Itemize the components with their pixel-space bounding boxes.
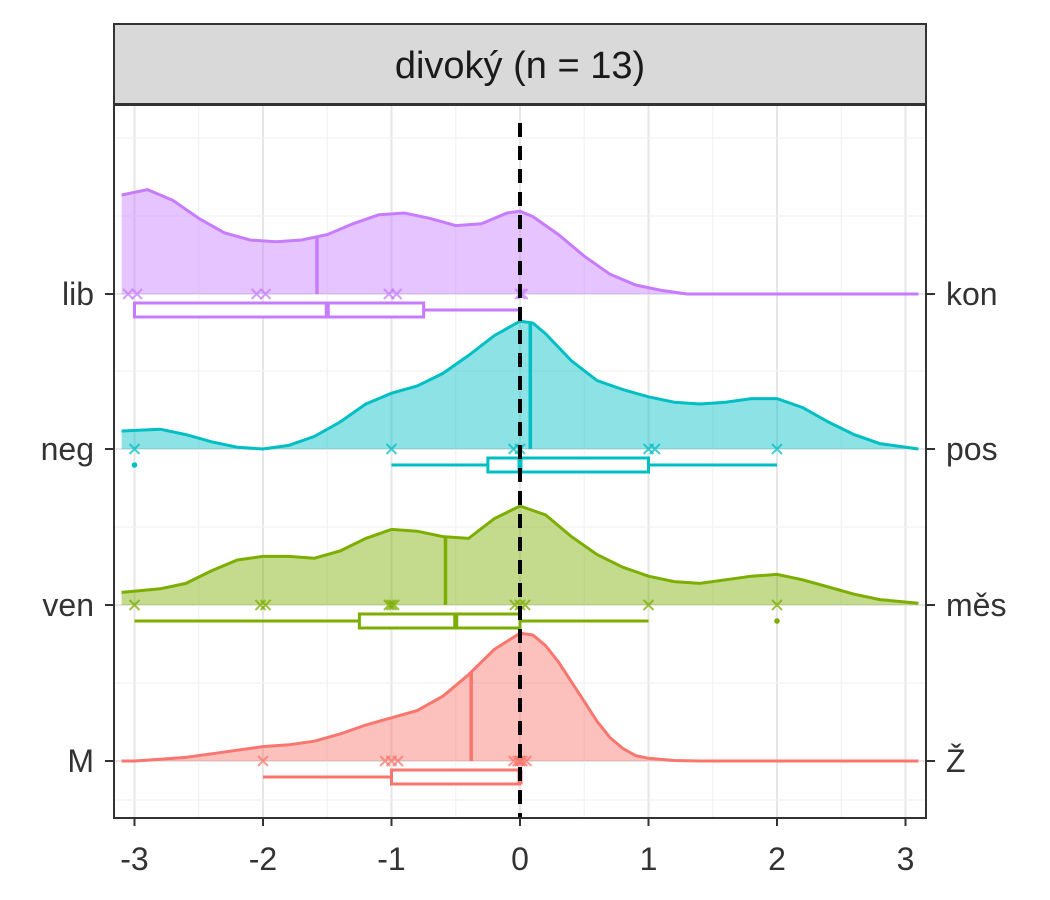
density-area: [121, 633, 919, 761]
data-point: [385, 755, 398, 767]
x-tick-label: 3: [897, 841, 915, 877]
y-label-left: M: [67, 743, 94, 779]
data-point: [385, 599, 398, 611]
data-point: [254, 599, 267, 611]
box-iqr: [133, 301, 426, 319]
y-label-right: pos: [946, 431, 998, 467]
data-point: [250, 288, 263, 300]
box-iqr: [357, 612, 522, 630]
density-area: [121, 506, 919, 605]
y-label-right: kon: [946, 276, 998, 312]
density-curve: [121, 631, 919, 763]
facet-strip: [113, 23, 927, 105]
data-point: [383, 599, 395, 611]
box-iqr: [486, 456, 650, 474]
x-tick-label: -3: [120, 841, 148, 877]
data-point: [514, 599, 526, 611]
density-curve: [121, 504, 919, 605]
data-point: [388, 599, 400, 611]
data-point: [771, 443, 783, 455]
data-point: [131, 288, 143, 300]
data-point: [642, 599, 655, 611]
data-point: [771, 599, 783, 611]
x-tick-label: -1: [377, 841, 405, 877]
box-iqr: [390, 768, 522, 786]
data-point: [259, 288, 272, 300]
data-point: [257, 755, 269, 767]
ridge-row-M: [121, 631, 919, 786]
data-point: [514, 755, 526, 767]
data-point: [122, 288, 134, 300]
density-curve: [121, 319, 919, 451]
y-label-left: neg: [41, 431, 94, 467]
y-label-left: ven: [42, 587, 94, 623]
x-tick-label: 0: [511, 841, 529, 877]
x-tick-label: 2: [768, 841, 786, 877]
x-tick-label: 1: [640, 841, 658, 877]
box-outlier: [774, 618, 780, 624]
data-point: [649, 443, 661, 455]
data-point: [128, 443, 141, 455]
density-curve: [121, 188, 919, 296]
data-point: [390, 288, 403, 300]
ridge-row-ven: [121, 504, 919, 630]
y-label-left: lib: [62, 276, 94, 312]
data-point: [259, 599, 272, 611]
facet-strip-title: divoký (n = 13): [395, 45, 645, 87]
y-label-right: Ž: [946, 743, 966, 779]
data-point: [128, 599, 141, 611]
x-tick-label: -2: [249, 841, 277, 877]
y-label-right: měs: [946, 587, 1006, 623]
box-outlier: [131, 462, 138, 468]
data-point: [385, 443, 398, 455]
